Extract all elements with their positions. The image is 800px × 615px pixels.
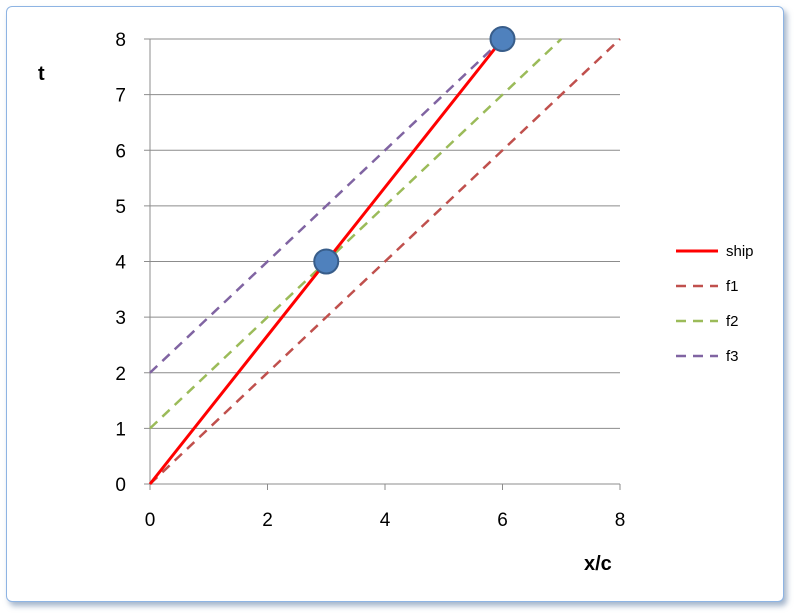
y-tick-label: 8 bbox=[115, 30, 126, 51]
legend: ship f1 f2 f3 bbox=[676, 243, 754, 365]
legend-item-ship: ship bbox=[676, 243, 754, 260]
y-tick-label: 2 bbox=[115, 364, 126, 385]
y-tick-label: 3 bbox=[115, 308, 126, 329]
tick-labels: 0 1 2 3 4 5 6 7 8 0 2 4 6 8 bbox=[115, 30, 625, 531]
x-tick-label: 0 bbox=[145, 510, 156, 531]
y-axis-title: t bbox=[38, 63, 45, 85]
y-tick-label: 7 bbox=[115, 86, 126, 107]
legend-label: f2 bbox=[726, 313, 739, 330]
series-line-f3 bbox=[149, 38, 504, 374]
y-tick-label: 4 bbox=[115, 253, 126, 274]
data-point-1 bbox=[313, 248, 340, 275]
x-tick-label: 6 bbox=[497, 510, 508, 531]
x-axis-title: x/c bbox=[584, 553, 612, 575]
x-tick-label: 2 bbox=[262, 510, 273, 531]
x-tick-label: 8 bbox=[615, 510, 626, 531]
series-line-f1 bbox=[149, 38, 621, 485]
y-tick-label: 5 bbox=[115, 197, 126, 218]
legend-label: f3 bbox=[726, 348, 739, 365]
data-point-2 bbox=[489, 26, 516, 52]
y-tick-label: 1 bbox=[115, 419, 126, 440]
data-points bbox=[313, 26, 516, 275]
grid-lines bbox=[150, 38, 620, 429]
legend-item-f3: f3 bbox=[676, 348, 739, 365]
legend-item-f1: f1 bbox=[676, 278, 739, 295]
legend-label: ship bbox=[726, 243, 754, 260]
series-line-f2 bbox=[149, 38, 563, 430]
y-tick-label: 0 bbox=[115, 475, 126, 496]
y-tick-label: 6 bbox=[115, 141, 126, 162]
axes bbox=[144, 38, 621, 490]
legend-item-f2: f2 bbox=[676, 313, 739, 330]
chart-frame bbox=[6, 6, 784, 602]
legend-label: f1 bbox=[726, 278, 739, 295]
x-tick-label: 4 bbox=[380, 510, 391, 531]
